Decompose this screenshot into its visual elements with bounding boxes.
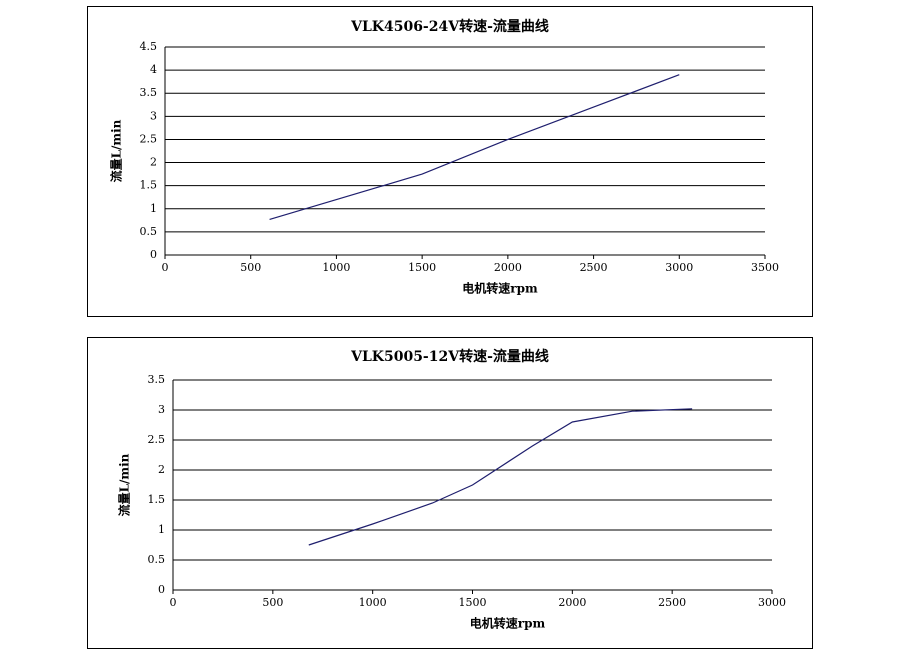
y-axis-label: 流量L/min: [117, 453, 132, 516]
y-tick-label: 2: [150, 156, 157, 169]
x-tick-label: 2000: [558, 596, 586, 609]
y-axis-label: 流量L/min: [109, 119, 124, 182]
x-tick-label: 2500: [658, 596, 686, 609]
y-tick-label: 1.5: [140, 179, 158, 192]
y-tick-label: 0: [158, 583, 165, 596]
chart-frame: [87, 6, 813, 317]
x-tick-label: 500: [262, 596, 283, 609]
y-tick-label: 3: [158, 403, 165, 416]
x-tick-label: 1500: [459, 596, 487, 609]
y-tick-label: 1: [158, 523, 165, 536]
y-tick-label: 3.5: [140, 86, 158, 99]
y-tick-label: 2.5: [148, 433, 166, 446]
x-tick-label: 1000: [359, 596, 387, 609]
y-tick-label: 2: [158, 463, 165, 476]
x-tick-label: 1500: [408, 261, 436, 274]
x-axis-label: 电机转速rpm: [470, 616, 546, 631]
x-tick-label: 0: [162, 261, 169, 274]
x-tick-label: 500: [240, 261, 261, 274]
y-tick-label: 0: [150, 248, 157, 261]
x-tick-label: 2000: [494, 261, 522, 274]
x-tick-label: 2500: [580, 261, 608, 274]
x-tick-label: 3500: [751, 261, 779, 274]
x-tick-label: 3000: [665, 261, 693, 274]
chart-title: VLK4506-24V转速-流量曲线: [350, 18, 549, 35]
chart-title: VLK5005-12V转速-流量曲线: [350, 348, 549, 365]
chart-frame: [87, 337, 813, 649]
x-tick-label: 1000: [322, 261, 350, 274]
x-axis-label: 电机转速rpm: [462, 281, 538, 296]
x-tick-label: 0: [170, 596, 177, 609]
y-tick-label: 0.5: [148, 553, 166, 566]
y-tick-label: 1.5: [148, 493, 166, 506]
data-line: [308, 408, 693, 546]
y-tick-label: 3: [150, 109, 157, 122]
y-tick-label: 3.5: [148, 373, 166, 386]
data-line: [269, 74, 680, 220]
y-tick-label: 0.5: [140, 225, 158, 238]
y-tick-label: 4: [150, 63, 157, 76]
y-tick-label: 2.5: [140, 132, 158, 145]
y-tick-label: 4.5: [140, 40, 158, 53]
x-tick-label: 3000: [758, 596, 786, 609]
y-tick-label: 1: [150, 202, 157, 215]
